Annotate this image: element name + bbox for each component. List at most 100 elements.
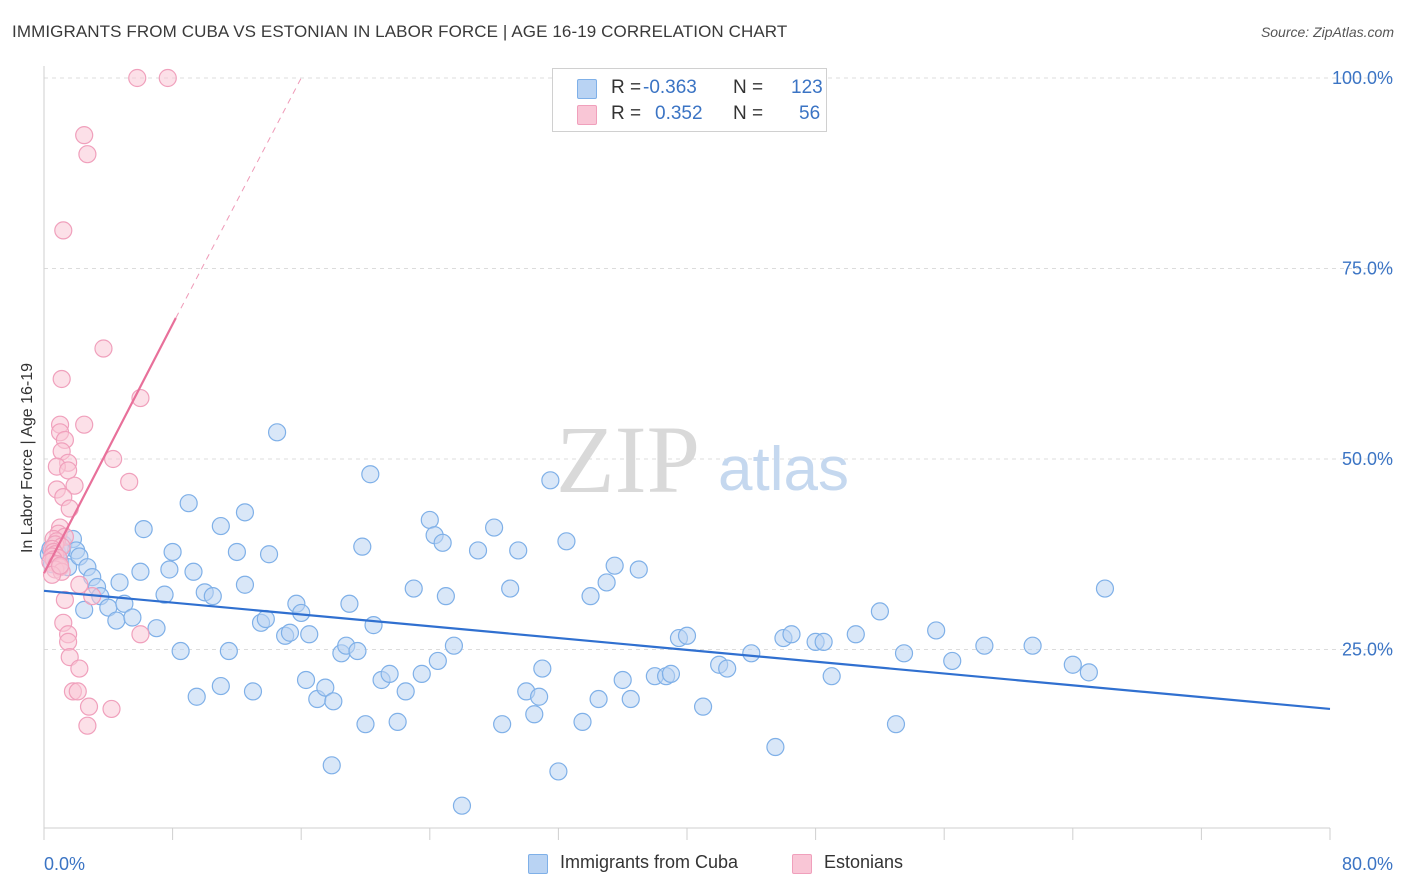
point-cuba xyxy=(530,687,549,706)
point-cuba xyxy=(316,678,335,697)
point-cuba xyxy=(509,541,528,560)
point-cuba xyxy=(661,664,681,683)
point-cuba xyxy=(468,541,488,560)
point-estonians xyxy=(70,659,89,678)
point-cuba xyxy=(718,659,737,678)
point-cuba xyxy=(420,510,439,530)
point-cuba xyxy=(75,600,94,619)
trend-line-cuba xyxy=(43,589,1331,711)
point-cuba xyxy=(280,623,300,642)
point-cuba xyxy=(296,670,316,690)
source-label: Source: ZipAtlas.com xyxy=(1260,24,1394,40)
point-cuba xyxy=(433,533,452,552)
watermark-zip: ZIP xyxy=(556,406,700,513)
point-cuba xyxy=(267,423,287,442)
point-cuba xyxy=(364,616,383,635)
point-cuba xyxy=(814,632,833,651)
point-cuba xyxy=(155,585,174,604)
point-cuba xyxy=(171,641,190,661)
point-cuba xyxy=(782,625,801,644)
point-cuba xyxy=(163,542,182,562)
point-cuba xyxy=(211,676,230,696)
x-tick-labels: 0.0% 80.0% xyxy=(44,854,1393,874)
n-label: N = xyxy=(733,77,764,98)
point-cuba xyxy=(243,682,263,701)
stats-legend: R = -0.363 N = 123 R = 0.352 N = 56 xyxy=(552,68,827,132)
point-cuba xyxy=(356,715,375,734)
point-cuba xyxy=(348,641,367,661)
point-cuba xyxy=(322,756,341,775)
point-cuba xyxy=(1023,636,1042,655)
point-cuba xyxy=(621,689,640,709)
point-cuba xyxy=(677,626,697,645)
estonians-swatch xyxy=(792,854,812,874)
point-cuba xyxy=(894,644,914,663)
point-cuba xyxy=(766,737,785,757)
point-cuba xyxy=(975,636,994,655)
point-cuba xyxy=(525,705,544,724)
point-cuba xyxy=(147,619,166,638)
point-estonians xyxy=(75,415,94,434)
point-cuba xyxy=(123,608,142,627)
r-label: R = xyxy=(611,103,642,124)
point-estonians xyxy=(94,339,113,358)
point-cuba xyxy=(340,594,359,613)
point-cuba xyxy=(493,715,512,734)
point-cuba xyxy=(501,579,520,598)
point-cuba xyxy=(184,562,203,581)
point-cuba xyxy=(324,692,343,711)
point-cuba xyxy=(436,587,455,606)
point-cuba xyxy=(581,587,600,606)
point-cuba xyxy=(613,670,632,690)
point-cuba xyxy=(134,520,153,539)
r-value-estonians: 0.352 xyxy=(655,103,703,124)
point-cuba xyxy=(589,689,608,709)
cuba-swatch xyxy=(528,854,548,874)
trend-line-estonians xyxy=(43,317,177,574)
point-cuba xyxy=(605,556,624,575)
point-cuba xyxy=(256,609,275,629)
point-cuba xyxy=(300,625,319,644)
point-cuba xyxy=(1063,655,1082,674)
point-cuba xyxy=(452,796,472,815)
point-cuba xyxy=(160,560,179,579)
point-cuba xyxy=(886,715,906,734)
point-cuba xyxy=(404,579,423,598)
point-cuba xyxy=(541,471,560,490)
point-cuba xyxy=(870,602,890,621)
gridlines xyxy=(44,77,1392,650)
point-cuba xyxy=(361,465,380,484)
point-cuba xyxy=(742,644,761,663)
point-cuba xyxy=(203,587,222,606)
r-label: R = xyxy=(611,77,642,98)
point-estonians xyxy=(131,625,150,644)
point-estonians xyxy=(120,472,139,491)
point-cuba xyxy=(388,712,407,731)
point-cuba xyxy=(396,682,415,701)
point-estonians xyxy=(104,449,123,469)
x-tick-label: 0.0% xyxy=(44,854,85,874)
trend-lines xyxy=(43,77,1331,711)
point-cuba xyxy=(187,687,206,706)
point-cuba xyxy=(235,575,255,594)
point-cuba xyxy=(822,667,841,686)
point-cuba xyxy=(428,651,447,671)
point-cuba xyxy=(573,712,592,731)
point-estonians xyxy=(75,126,94,145)
point-cuba xyxy=(380,664,399,683)
legend-label-estonians: Estonians xyxy=(824,852,904,872)
point-cuba xyxy=(444,636,464,655)
point-cuba xyxy=(693,697,713,716)
point-cuba xyxy=(179,494,198,513)
point-estonians xyxy=(158,68,177,88)
point-estonians xyxy=(59,632,78,651)
point-cuba xyxy=(219,641,238,661)
watermark-atlas: atlas xyxy=(718,435,849,504)
point-estonians xyxy=(50,556,70,575)
point-estonians xyxy=(52,369,71,389)
r-value-cuba: -0.363 xyxy=(643,77,697,98)
n-value-cuba: 123 xyxy=(791,77,823,98)
point-estonians xyxy=(78,145,97,164)
point-cuba xyxy=(1079,663,1098,682)
